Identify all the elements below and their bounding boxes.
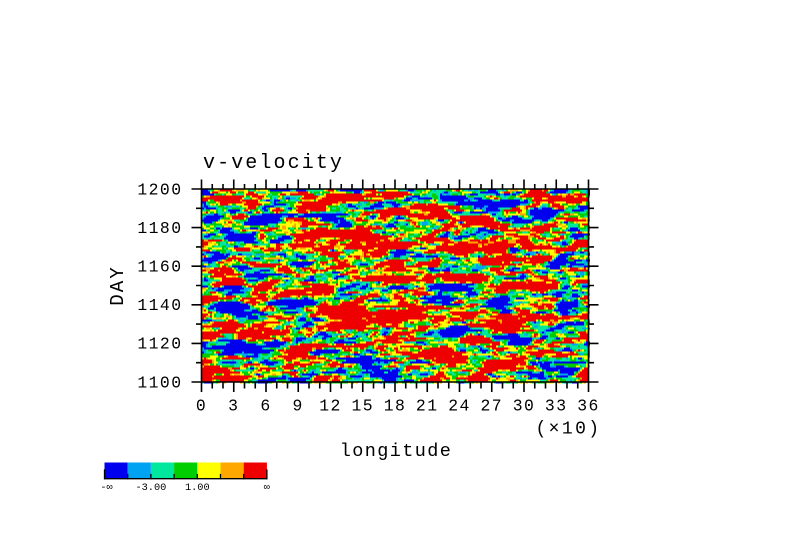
svg-text:1180: 1180 [137, 219, 182, 238]
svg-text:1.00: 1.00 [185, 482, 210, 494]
svg-text:-∞: -∞ [100, 482, 112, 494]
svg-text:1120: 1120 [137, 335, 182, 354]
svg-text:24: 24 [448, 397, 471, 416]
svg-text:12: 12 [319, 397, 342, 416]
svg-text:27: 27 [481, 397, 504, 416]
svg-text:DAY: DAY [107, 265, 129, 306]
svg-text:0: 0 [196, 397, 207, 416]
svg-text:21: 21 [416, 397, 439, 416]
svg-text:-3.00: -3.00 [135, 482, 166, 494]
svg-text:18: 18 [384, 397, 407, 416]
svg-text:v-velocity: v-velocity [203, 152, 344, 175]
svg-text:6: 6 [260, 397, 271, 416]
svg-text:∞: ∞ [264, 482, 270, 494]
svg-text:30: 30 [513, 397, 536, 416]
svg-text:3: 3 [228, 397, 239, 416]
svg-text:36: 36 [577, 397, 600, 416]
svg-text:(×10): (×10) [535, 420, 601, 440]
svg-text:1140: 1140 [137, 296, 182, 315]
svg-text:1160: 1160 [137, 258, 182, 277]
svg-text:longitude: longitude [340, 441, 453, 462]
svg-text:15: 15 [352, 397, 375, 416]
svg-text:9: 9 [293, 397, 304, 416]
svg-text:1200: 1200 [137, 180, 182, 199]
svg-text:1100: 1100 [137, 373, 182, 392]
svg-text:33: 33 [545, 397, 568, 416]
